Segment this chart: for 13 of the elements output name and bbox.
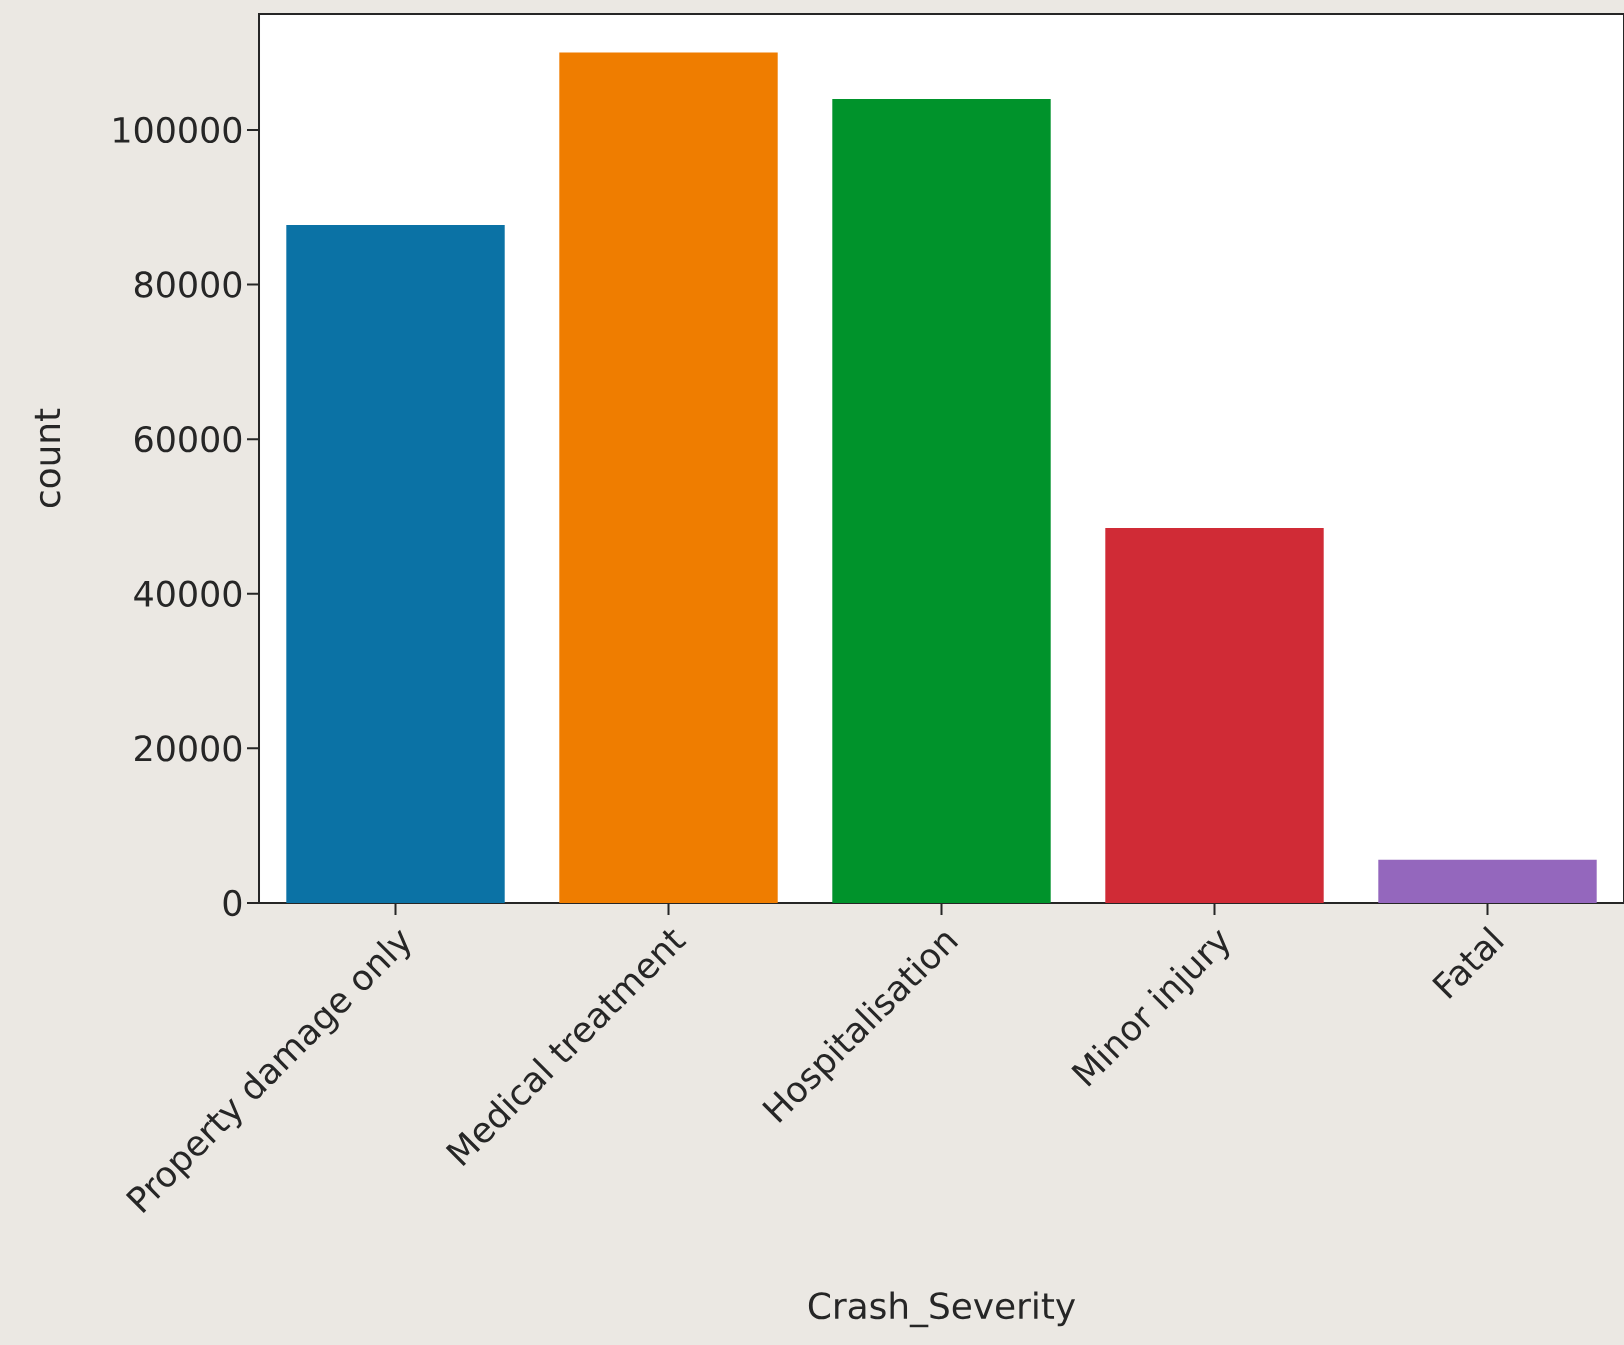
y-axis-title: count (34, 408, 61, 508)
bar (286, 225, 505, 903)
bar (832, 99, 1051, 903)
y-tick-label: 20000 (135, 735, 242, 762)
bar (1105, 528, 1324, 903)
y-tick-label: 100000 (114, 116, 242, 144)
y-tick-label: 80000 (134, 271, 242, 298)
y-tick-label: 40000 (134, 580, 242, 607)
y-tick-label: 0 (223, 889, 242, 917)
bar (1378, 859, 1597, 903)
y-tick-label: 60000 (135, 425, 242, 453)
bar (559, 52, 778, 903)
x-axis-title: Crash_Severity (808, 1291, 1076, 1328)
